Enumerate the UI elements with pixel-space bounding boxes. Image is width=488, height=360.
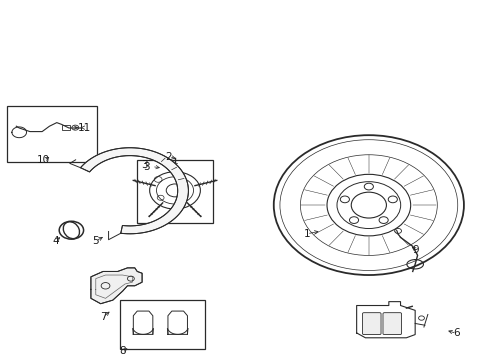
Text: 7: 7 [100,312,106,322]
Text: 5: 5 [92,236,99,246]
Polygon shape [81,148,188,234]
Bar [6,107,97,162]
FancyBboxPatch shape [382,313,401,334]
Text: 3: 3 [141,160,147,170]
Text: 10: 10 [37,155,50,165]
Bar [61,126,70,130]
Text: 3: 3 [142,162,149,172]
Bar [137,160,212,223]
Bar [120,300,205,348]
Text: 2: 2 [165,152,172,162]
Text: 4: 4 [52,236,59,246]
Text: 8: 8 [119,346,125,356]
Text: 1: 1 [303,229,309,239]
Text: 11: 11 [78,123,91,132]
Polygon shape [91,268,142,304]
FancyBboxPatch shape [362,313,380,334]
Text: 6: 6 [452,328,459,338]
Text: 9: 9 [412,245,419,255]
